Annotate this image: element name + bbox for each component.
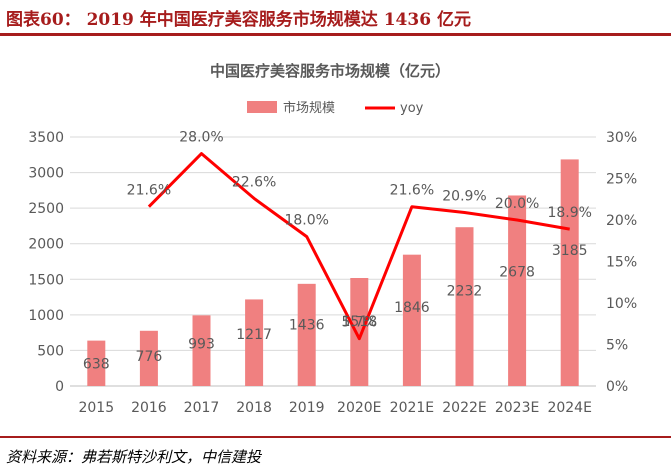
bar-value-label: 776: [136, 349, 163, 365]
y-tick-label: 2500: [28, 201, 64, 217]
x-tick-label: 2023E: [495, 400, 539, 416]
yoy-value-label: 18.9%: [547, 205, 591, 221]
x-tick-label: 2017: [184, 400, 220, 416]
x-tick-label: 2019: [289, 400, 325, 416]
y2-tick-label: 20%: [606, 213, 637, 229]
x-tick-label: 2018: [236, 400, 272, 416]
bar-value-label: 3185: [552, 243, 588, 259]
x-tick-label: 2022E: [442, 400, 486, 416]
legend-line-label: yoy: [400, 101, 424, 116]
x-tick-label: 2021E: [390, 400, 434, 416]
bar: [560, 159, 579, 386]
y2-tick-label: 10%: [606, 296, 637, 312]
bar: [402, 254, 421, 386]
legend: 市场规模 yoy: [247, 100, 424, 116]
bar-value-label: 638: [83, 357, 110, 373]
yoy-value-label: 22.6%: [232, 174, 276, 190]
x-tick-label: 2015: [78, 400, 114, 416]
yoy-value-label: 5.7%: [342, 315, 378, 331]
y-tick-label: 1500: [28, 272, 64, 288]
bar-value-label: 1846: [394, 300, 430, 316]
y-tick-label: 2000: [28, 237, 64, 253]
yoy-value-label: 20.0%: [495, 196, 539, 212]
figure-header: 图表60： 2019 年中国医疗美容服务市场规模达 1436 亿元: [0, 0, 671, 36]
bar: [508, 195, 527, 386]
y-tick-label: 1000: [28, 308, 64, 324]
legend-bar-swatch: [247, 101, 277, 113]
chart-title: 中国医疗美容服务市场规模（亿元）: [210, 62, 450, 80]
figure-footer: 资料来源：弗若斯特沙利文，中信建投: [0, 436, 671, 471]
bar-value-label: 993: [188, 337, 215, 353]
chart: 中国医疗美容服务市场规模（亿元） 市场规模 yoy 0 500 1000 1500 20…: [28, 62, 637, 416]
bar-value-label: 1436: [289, 318, 325, 334]
figure-title: 图表60： 2019 年中国医疗美容服务市场规模达 1436 亿元: [6, 10, 471, 30]
bar-value-label: 2678: [499, 265, 535, 281]
y2-tick-label: 5%: [606, 338, 628, 354]
y2-tick-label: 25%: [606, 172, 637, 188]
y2-tick-label: 30%: [606, 130, 637, 146]
bar: [455, 227, 474, 386]
yoy-value-label: 21.6%: [390, 183, 434, 199]
yoy-value-label: 28.0%: [179, 130, 223, 146]
bar: [245, 299, 264, 386]
x-axis: 2015 2016 2017 2018 2019 2020E 2021E 2022E 2023E…: [78, 400, 591, 416]
yoy-value-label: 21.6%: [127, 183, 171, 199]
bar: [87, 340, 106, 386]
y-axis-left: 0 500 1000 1500 2000 2500 3000 3500: [28, 130, 64, 395]
bar: [297, 283, 316, 386]
y2-tick-label: 15%: [606, 255, 637, 271]
y-tick-label: 500: [37, 343, 64, 359]
legend-bar-label: 市场规模: [283, 100, 335, 116]
yoy-series-line: [147, 152, 570, 341]
y-tick-label: 3500: [28, 130, 64, 146]
yoy-line: [147, 152, 570, 341]
source-note: 资料来源：弗若斯特沙利文，中信建投: [6, 448, 262, 466]
x-tick-label: 2016: [131, 400, 167, 416]
bar: [139, 330, 158, 386]
bar-value-label: 1217: [236, 327, 272, 343]
bars: [87, 159, 579, 386]
y-axis-right: 0% 5% 10% 15% 20% 25% 30%: [606, 130, 637, 395]
x-tick-label: 2024E: [547, 400, 591, 416]
yoy-value-labels: 21.6% 28.0% 22.6% 18.0% 5.7% 21.6% 20.9% 20.0% 1…: [127, 130, 592, 331]
bar: [192, 315, 211, 386]
yoy-value-label: 20.9%: [442, 189, 486, 205]
y-tick-label: 0: [55, 379, 64, 395]
yoy-value-label: 18.0%: [284, 213, 328, 229]
bar-value-label: 1518: [341, 314, 377, 330]
y2-tick-label: 0%: [606, 379, 628, 395]
x-tick-label: 2020E: [337, 400, 381, 416]
bar-value-label: 2232: [447, 284, 483, 300]
bar-value-labels: 638 776 993 1217 1436 1518 1846 2232 2678 3185: [83, 243, 588, 373]
y-tick-label: 3000: [28, 166, 64, 182]
bar: [350, 278, 369, 386]
